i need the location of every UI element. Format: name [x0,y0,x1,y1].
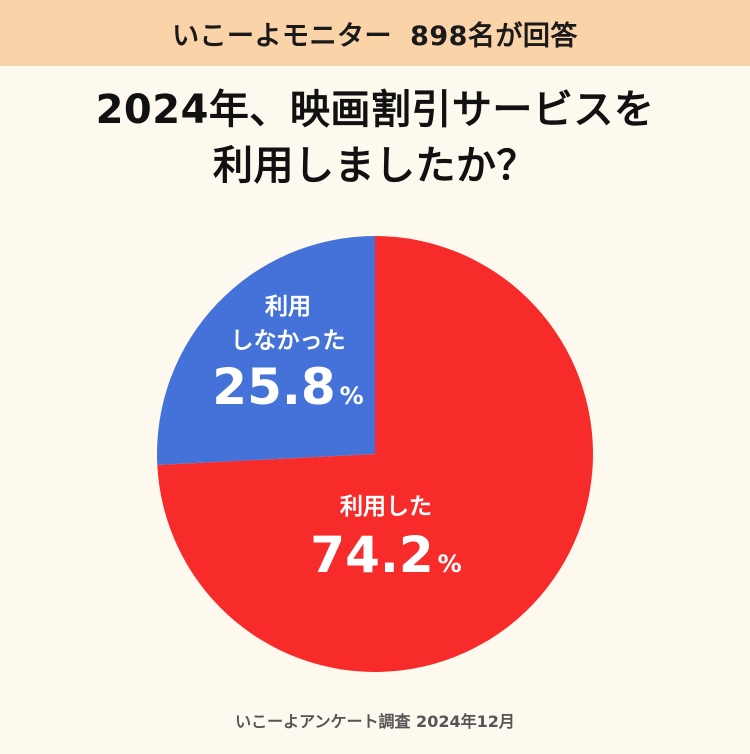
slice-label-used-line-1: 利用した [340,494,432,520]
chart-title: 2024年、映画割引サービスを 利用しましたか？ [0,82,750,194]
slice-value-number-not-used: 25.8 [212,358,335,416]
slice-value-not-used: 25.8% [212,358,363,416]
slice-value-unit-used: % [438,550,462,578]
respondent-count: 898名が回答 [410,20,578,52]
pie-slice-used [157,236,594,672]
survey-source: いこーよモニター [172,20,393,52]
slice-value-used: 74.2% [310,526,461,584]
slice-label-not-used-line-1: 利用 [265,294,311,320]
survey-banner: いこーよモニター 898名が回答 [0,0,750,66]
slice-value-unit-not-used: % [340,382,364,410]
slice-label-not-used-line-2: しなかった [231,328,346,354]
slice-value-number-used: 74.2 [310,526,433,584]
pie-slice-not-used [157,236,375,465]
chart-title-line-1: 2024年、映画割引サービスを [95,87,655,133]
chart-title-line-2: 利用しましたか？ [213,143,537,189]
survey-footer: いこーよアンケート調査 2024年12月 [235,712,515,731]
